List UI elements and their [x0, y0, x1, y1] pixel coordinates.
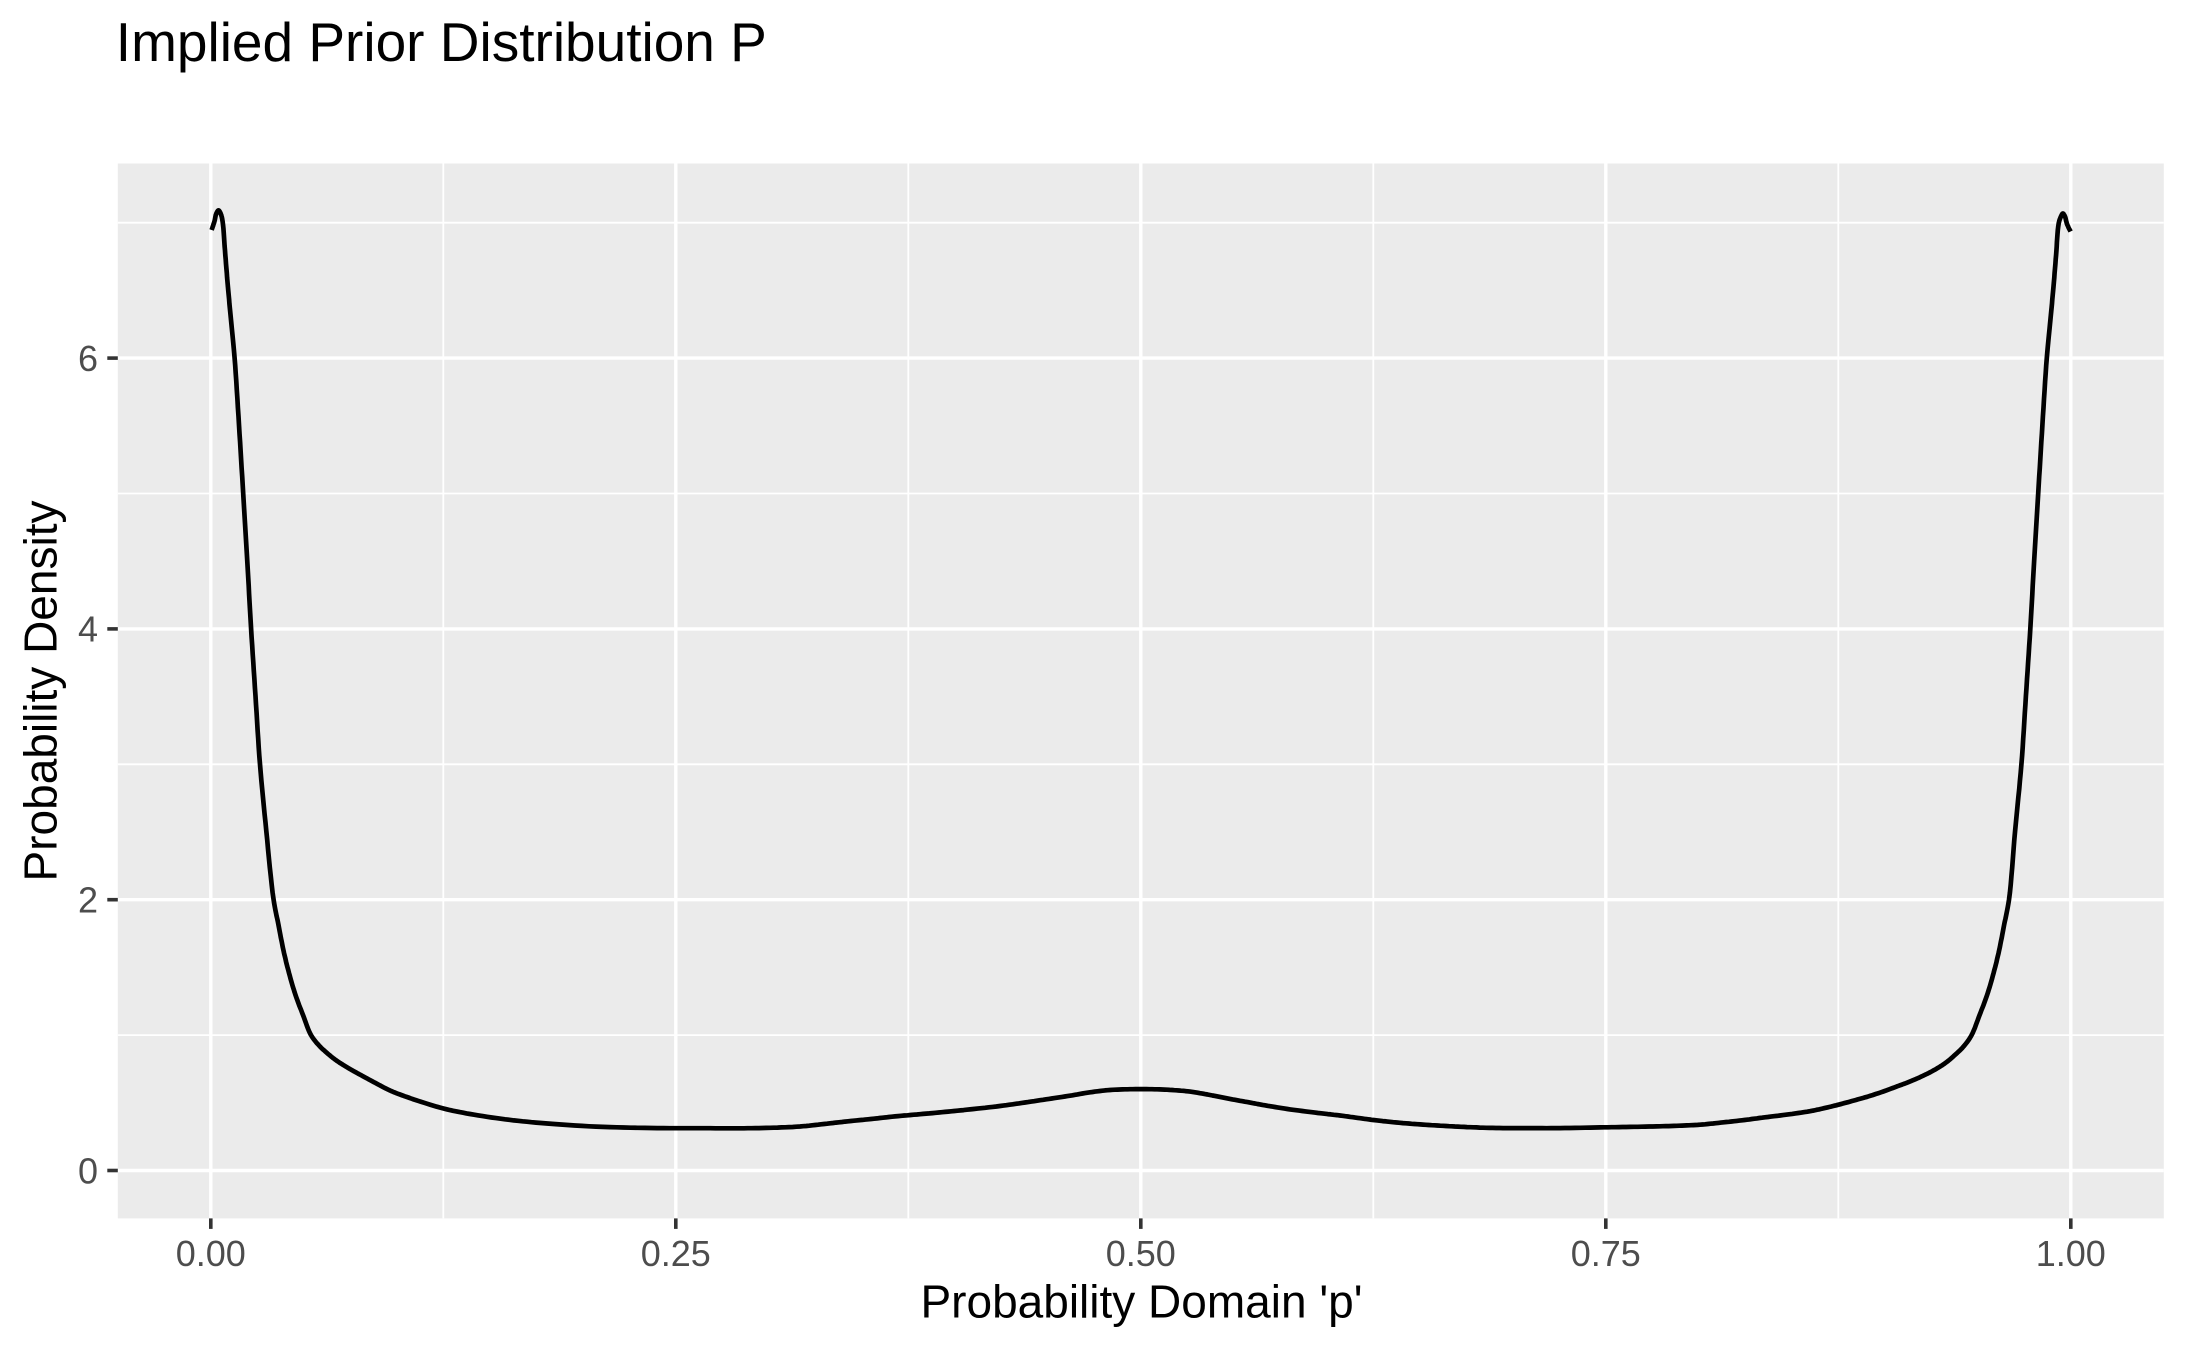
- svg-text:Implied Prior Distribution P: Implied Prior Distribution P: [116, 11, 767, 73]
- svg-text:0.75: 0.75: [1571, 1233, 1641, 1274]
- svg-text:2: 2: [78, 880, 98, 921]
- svg-text:0: 0: [78, 1150, 98, 1191]
- svg-text:Probability Density: Probability Density: [15, 501, 67, 882]
- svg-text:0.25: 0.25: [641, 1233, 711, 1274]
- svg-text:4: 4: [78, 609, 98, 650]
- svg-text:Probability Domain 'p': Probability Domain 'p': [921, 1275, 1363, 1327]
- svg-text:0.00: 0.00: [176, 1233, 246, 1274]
- svg-text:0.50: 0.50: [1106, 1233, 1176, 1274]
- svg-text:6: 6: [78, 338, 98, 379]
- svg-text:1.00: 1.00: [2036, 1233, 2106, 1274]
